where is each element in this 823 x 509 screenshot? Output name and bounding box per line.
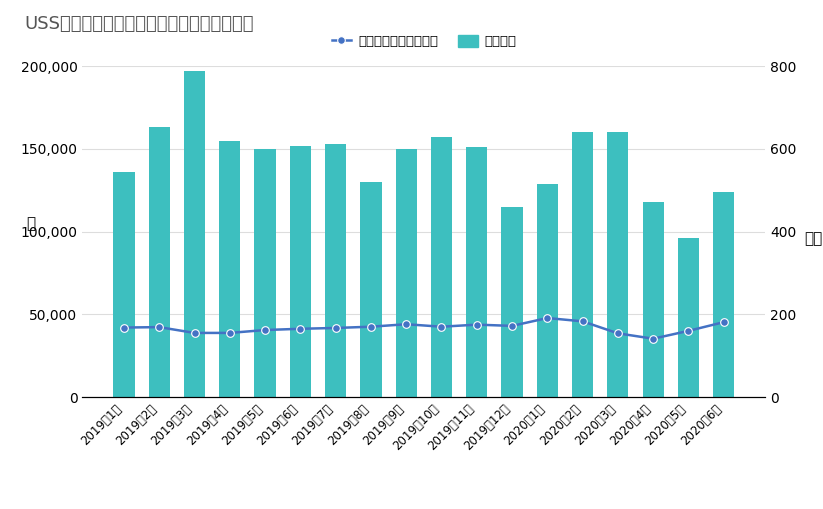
Bar <box>396 149 416 397</box>
Bar <box>714 192 734 397</box>
Bar <box>643 202 664 397</box>
Bar <box>678 238 699 397</box>
Bar <box>114 172 134 397</box>
Bar <box>431 137 452 397</box>
Bar <box>537 184 558 397</box>
Bar <box>325 144 346 397</box>
Bar <box>360 182 382 397</box>
Bar <box>184 71 205 397</box>
Bar <box>290 146 311 397</box>
Bar <box>219 140 240 397</box>
Bar <box>607 132 629 397</box>
Bar <box>466 147 487 397</box>
Bar <box>254 149 276 397</box>
Legend: 成約車両単価（千円）, 成約台数: 成約車両単価（千円）, 成約台数 <box>326 30 522 54</box>
Y-axis label: 千円: 千円 <box>804 232 822 246</box>
Bar <box>149 127 170 397</box>
Bar <box>572 132 593 397</box>
Text: USS中古車オークション（成約台数、単価）: USS中古車オークション（成約台数、単価） <box>25 15 254 33</box>
Bar <box>501 207 523 397</box>
Y-axis label: 台: 台 <box>26 217 35 232</box>
